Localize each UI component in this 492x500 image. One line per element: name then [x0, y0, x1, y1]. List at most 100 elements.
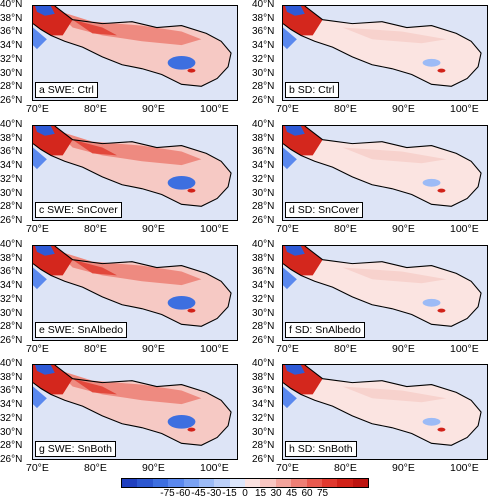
plateau-boundary [283, 6, 482, 87]
lat-tick-label: 34°N [0, 40, 23, 52]
lon-tick-label: 70°E [26, 103, 49, 115]
lat-tick-label: 32°N [0, 293, 23, 305]
colorbar-swatch [245, 479, 261, 487]
lon-tick-label: 90°E [392, 223, 415, 235]
negative-anomaly [34, 126, 55, 136]
lat-tick-label: 38°N [0, 132, 23, 144]
plateau-boundary [283, 126, 482, 207]
positive-anomaly [187, 427, 196, 432]
lon-tick-label: 90°E [142, 223, 165, 235]
colorbar-swatch [198, 479, 215, 487]
negative-anomaly [422, 58, 441, 67]
lat-tick-label: 26°N [0, 453, 23, 465]
lon-tick-label: 90°E [392, 462, 415, 474]
lon-tick-label: 70°E [26, 343, 49, 355]
positive-anomaly [437, 427, 446, 432]
map-panel: h SD: SnBoth [282, 364, 488, 460]
lat-tick-label: 40°N [0, 358, 23, 369]
colorbar-tick-label: 60 [301, 488, 313, 499]
panel-label: f SD: SnAlbedo [285, 322, 365, 338]
negative-anomaly [283, 27, 297, 50]
positive-anomaly [342, 267, 447, 284]
lon-tick-label: 80°E [84, 103, 107, 115]
lon-tick-label: 80°E [334, 343, 357, 355]
colorbar-tick-label: 75 [316, 488, 329, 499]
colorbar-tick-label: 30 [270, 488, 282, 499]
lat-tick-label: 40°N [252, 239, 275, 250]
lat-tick-label: 34°N [252, 280, 275, 292]
colorbar-swatch [214, 479, 230, 487]
lat-tick-label: 30°N [0, 307, 23, 319]
lon-tick-label: 100°E [200, 103, 229, 115]
lon-tick-label: 80°E [84, 462, 107, 474]
lat-tick-label: 34°N [0, 399, 23, 411]
positive-anomaly [72, 19, 118, 36]
colorbar-tick-label: -15 [222, 488, 237, 499]
lat-tick-label: 36°N [252, 266, 275, 278]
lat-tick-label: 40°N [252, 119, 275, 130]
colorbar-tick-label: 15 [254, 488, 267, 499]
colorbar-swatch [183, 479, 199, 487]
plateau-boundary [283, 246, 482, 327]
colorbar-swatch [275, 479, 292, 487]
lat-tick-label: 40°N [0, 239, 23, 250]
positive-anomaly [54, 9, 202, 46]
lon-tick-label: 80°E [84, 343, 107, 355]
lat-tick-label: 34°N [252, 399, 275, 411]
negative-anomaly [167, 175, 196, 190]
map-panel: e SWE: SnAlbedo [32, 245, 238, 341]
colorbar-swatch [321, 479, 338, 487]
lat-tick-label: 32°N [252, 412, 275, 424]
lat-tick-label: 28°N [0, 201, 23, 213]
colorbar-swatch [137, 479, 153, 487]
colorbar-tick-label: -60 [175, 488, 191, 499]
negative-anomaly [283, 147, 297, 170]
lat-tick-label: 26°N [252, 214, 275, 226]
panel-label: h SD: SnBoth [285, 441, 357, 457]
colorbar-tick-label: -45 [191, 488, 206, 499]
colorbar-tick-label: 45 [285, 488, 298, 499]
negative-anomaly [422, 298, 441, 307]
panel-label: b SD: Ctrl [285, 82, 339, 98]
colorbar-swatch [152, 479, 169, 487]
colorbar-swatch [168, 479, 184, 487]
map-panel: a SWE: Ctrl [32, 5, 238, 101]
lat-tick-label: 38°N [0, 371, 23, 383]
lat-tick-label: 40°N [0, 119, 23, 130]
plateau-boundary [33, 365, 232, 446]
lat-tick-label: 36°N [252, 385, 275, 397]
lat-tick-label: 28°N [252, 201, 275, 213]
negative-anomaly [34, 246, 55, 256]
panel-label: a SWE: Ctrl [35, 82, 98, 98]
negative-anomaly [33, 267, 47, 290]
positive-anomaly [54, 249, 202, 286]
colorbar-tick-label: 0 [242, 488, 248, 499]
lat-tick-label: 28°N [0, 440, 23, 452]
lat-tick-label: 36°N [252, 146, 275, 158]
lat-tick-label: 30°N [252, 307, 275, 319]
lat-tick-label: 38°N [252, 12, 275, 24]
lon-tick-label: 80°E [334, 103, 357, 115]
lat-tick-label: 28°N [0, 321, 23, 333]
lat-tick-label: 30°N [0, 67, 23, 79]
colorbar [121, 478, 369, 488]
lat-tick-label: 38°N [252, 371, 275, 383]
lon-tick-label: 90°E [142, 103, 165, 115]
lat-tick-label: 26°N [252, 334, 275, 346]
plateau-boundary [33, 6, 232, 87]
plateau-boundary [33, 126, 232, 207]
lat-tick-label: 32°N [252, 293, 275, 305]
negative-anomaly [167, 414, 196, 429]
lat-tick-label: 40°N [0, 0, 23, 10]
negative-anomaly [167, 55, 196, 70]
lon-tick-label: 100°E [200, 343, 229, 355]
lon-tick-label: 70°E [276, 462, 299, 474]
lat-tick-label: 26°N [252, 94, 275, 106]
lat-tick-label: 28°N [0, 81, 23, 93]
lat-tick-label: 36°N [0, 146, 23, 158]
lat-tick-label: 32°N [0, 412, 23, 424]
lon-tick-label: 70°E [276, 343, 299, 355]
lat-tick-label: 30°N [0, 187, 23, 199]
lat-tick-label: 36°N [252, 26, 275, 38]
colorbar-swatch [352, 479, 368, 487]
